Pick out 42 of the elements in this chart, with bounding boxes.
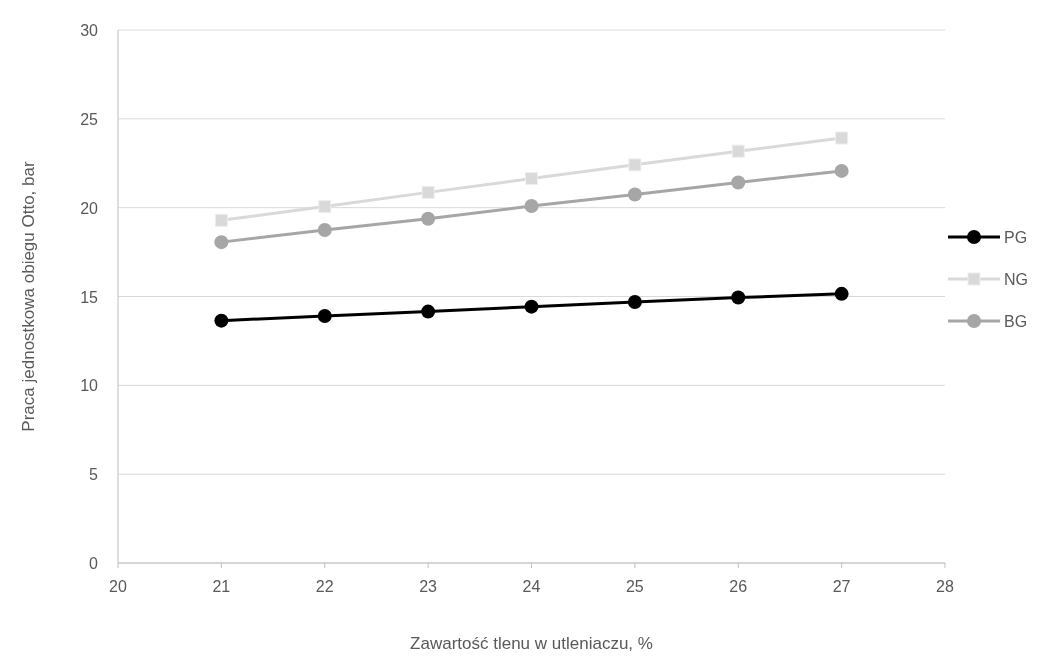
- x-tick-label: 20: [109, 578, 127, 595]
- point: [834, 163, 849, 178]
- y-tick-label: 15: [80, 288, 99, 306]
- x-tick-label: 25: [625, 578, 644, 595]
- x-axis-title: Zawartość tlenu w utleniaczu, %: [410, 634, 653, 653]
- point: [524, 199, 539, 214]
- point: [421, 211, 436, 226]
- point: [834, 286, 849, 301]
- point: [627, 295, 642, 310]
- y-tick-label: 25: [80, 110, 99, 128]
- y-tick-label: 10: [80, 377, 99, 395]
- point: [524, 299, 539, 314]
- point: [835, 131, 849, 145]
- x-tick-label: 22: [315, 578, 334, 595]
- point: [214, 213, 228, 227]
- point: [731, 175, 746, 190]
- point: [525, 172, 538, 186]
- point: [318, 200, 332, 214]
- point: [731, 144, 745, 158]
- x-tick-label: 26: [729, 578, 748, 595]
- x-tick-label: 28: [936, 578, 954, 595]
- x-tick-label: 21: [212, 578, 231, 595]
- point: [317, 309, 332, 324]
- point: [628, 158, 642, 172]
- y-tick-label: 20: [80, 199, 99, 217]
- y-tick-label: 30: [80, 22, 99, 39]
- point: [214, 313, 229, 328]
- y-axis-title: Praca jednostkowa obiegu Otto, bar: [19, 161, 38, 432]
- point: [731, 290, 746, 305]
- point: [421, 185, 435, 199]
- point: [214, 235, 229, 250]
- legend-label: PG: [1004, 229, 1028, 246]
- x-tick-label: 27: [832, 578, 851, 595]
- legend-label: BG: [1004, 313, 1028, 330]
- x-tick-label: 24: [522, 578, 541, 595]
- y-tick-label: 5: [89, 466, 99, 484]
- x-tick-label: 23: [419, 578, 438, 595]
- legend-label: NG: [1004, 271, 1028, 288]
- point: [317, 223, 332, 238]
- point: [627, 187, 642, 202]
- point: [421, 304, 436, 319]
- y-tick-label: 0: [89, 555, 99, 572]
